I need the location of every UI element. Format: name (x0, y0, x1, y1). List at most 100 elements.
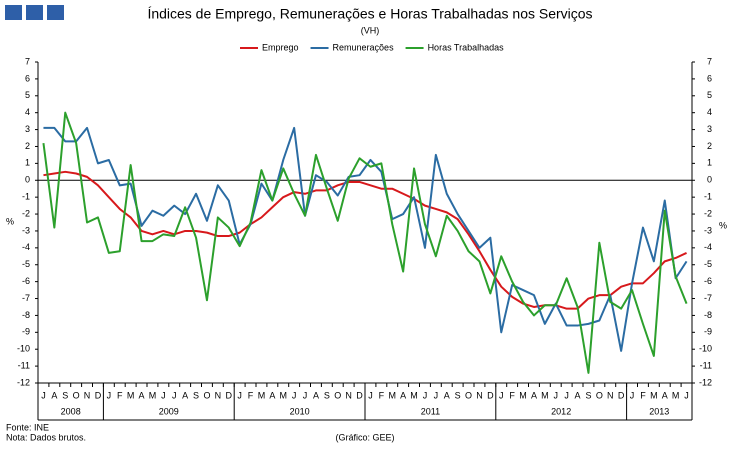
y2-tick-label: 3 (707, 124, 712, 134)
x-tick-label: F (379, 390, 385, 400)
y2-tick-label: -12 (699, 377, 712, 387)
x-tick-label: J (161, 390, 166, 400)
source: Fonte: INE (6, 422, 49, 432)
y-tick-label: -3 (22, 225, 30, 235)
y-tick-label: 4 (25, 107, 30, 117)
x-tick-label: J (434, 390, 439, 400)
x-tick-label: S (455, 390, 461, 400)
year-label: 2013 (649, 406, 669, 416)
y-tick-label: -5 (22, 259, 30, 269)
x-tick-label: J (303, 390, 308, 400)
x-tick-label: A (139, 390, 145, 400)
y2-tick-label: -11 (700, 360, 712, 370)
x-tick-label: O (465, 390, 472, 400)
x-tick-label: A (313, 390, 319, 400)
x-tick-label: J (554, 390, 559, 400)
y-tick-label: -2 (22, 208, 30, 218)
x-tick-label: F (509, 390, 515, 400)
chart-subtitle: (VH) (361, 25, 380, 35)
x-tick-label: J (41, 390, 46, 400)
y-tick-label: 2 (25, 141, 30, 151)
y-tick-label: -4 (22, 242, 30, 252)
x-tick-label: J (107, 390, 112, 400)
y2-tick-label: -4 (704, 242, 712, 252)
x-tick-label: M (672, 390, 680, 400)
x-tick-label: N (476, 390, 483, 400)
x-tick-label: J (423, 390, 428, 400)
y-tick-label: -8 (22, 310, 30, 320)
x-tick-label: J (292, 390, 297, 400)
y2-tick-label: -6 (704, 276, 712, 286)
x-tick-label: J (630, 390, 635, 400)
x-tick-label: A (662, 390, 668, 400)
x-tick-label: F (640, 390, 646, 400)
y2-tick-label: 6 (707, 73, 712, 83)
x-tick-label: M (650, 390, 658, 400)
x-tick-label: A (400, 390, 406, 400)
y-tick-label: -9 (22, 327, 30, 337)
x-tick-label: O (73, 390, 80, 400)
x-tick-label: A (269, 390, 275, 400)
x-tick-label: O (596, 390, 603, 400)
x-tick-label: J (499, 390, 504, 400)
x-tick-label: F (117, 390, 123, 400)
x-tick-label: M (127, 390, 135, 400)
y-tick-label: -12 (17, 377, 30, 387)
x-tick-label: S (324, 390, 330, 400)
x-tick-label: M (410, 390, 418, 400)
y2-tick-label: -8 (704, 310, 712, 320)
legend-label: Emprego (262, 42, 299, 52)
y-tick-label: -10 (17, 344, 30, 354)
logo-block (5, 5, 22, 20)
x-tick-label: N (84, 390, 91, 400)
y2-tick-label: 2 (707, 141, 712, 151)
x-tick-label: A (444, 390, 450, 400)
x-tick-label: N (607, 390, 614, 400)
series-line (43, 170, 687, 310)
chart-title: Índices de Emprego, Remunerações e Horas… (147, 6, 592, 22)
y2-tick-label: -1 (704, 192, 712, 202)
x-tick-label: A (182, 390, 188, 400)
y2-tick-label: -10 (699, 344, 712, 354)
series-line (42, 111, 688, 374)
y2-tick-label: -2 (704, 208, 712, 218)
y-tick-label: 1 (25, 158, 30, 168)
y-tick-label: 7 (25, 56, 30, 66)
x-tick-label: O (203, 390, 210, 400)
x-tick-label: J (368, 390, 373, 400)
x-tick-label: J (172, 390, 177, 400)
year-label: 2011 (421, 406, 440, 416)
y2-tick-label: 0 (707, 175, 712, 185)
x-tick-label: M (519, 390, 527, 400)
y-tick-label: 6 (25, 73, 30, 83)
x-tick-label: M (258, 390, 266, 400)
x-tick-label: M (389, 390, 397, 400)
credit: (Gráfico: GEE) (335, 432, 394, 442)
x-tick-label: N (215, 390, 222, 400)
x-tick-label: J (684, 390, 689, 400)
x-tick-label: J (564, 390, 569, 400)
y2-tick-label: -7 (704, 293, 712, 303)
x-tick-label: D (356, 390, 363, 400)
x-tick-label: O (334, 390, 341, 400)
year-label: 2012 (551, 406, 571, 416)
x-tick-label: A (51, 390, 57, 400)
x-tick-label: S (62, 390, 68, 400)
y2-tick-label: 4 (707, 107, 712, 117)
y-tick-label: -7 (22, 293, 30, 303)
x-tick-label: D (618, 390, 625, 400)
x-tick-label: S (585, 390, 591, 400)
legend-label: Horas Trabalhadas (428, 42, 505, 52)
y-axis-label: % (6, 216, 14, 226)
series-line (43, 126, 688, 352)
x-tick-label: M (280, 390, 288, 400)
x-tick-label: A (575, 390, 581, 400)
year-label: 2008 (61, 406, 81, 416)
y-tick-label: 0 (25, 175, 30, 185)
logo-block (47, 5, 64, 20)
x-tick-label: S (193, 390, 199, 400)
note: Nota: Dados brutos. (6, 432, 86, 442)
x-tick-label: J (237, 390, 242, 400)
year-label: 2010 (290, 406, 310, 416)
x-tick-label: M (541, 390, 549, 400)
